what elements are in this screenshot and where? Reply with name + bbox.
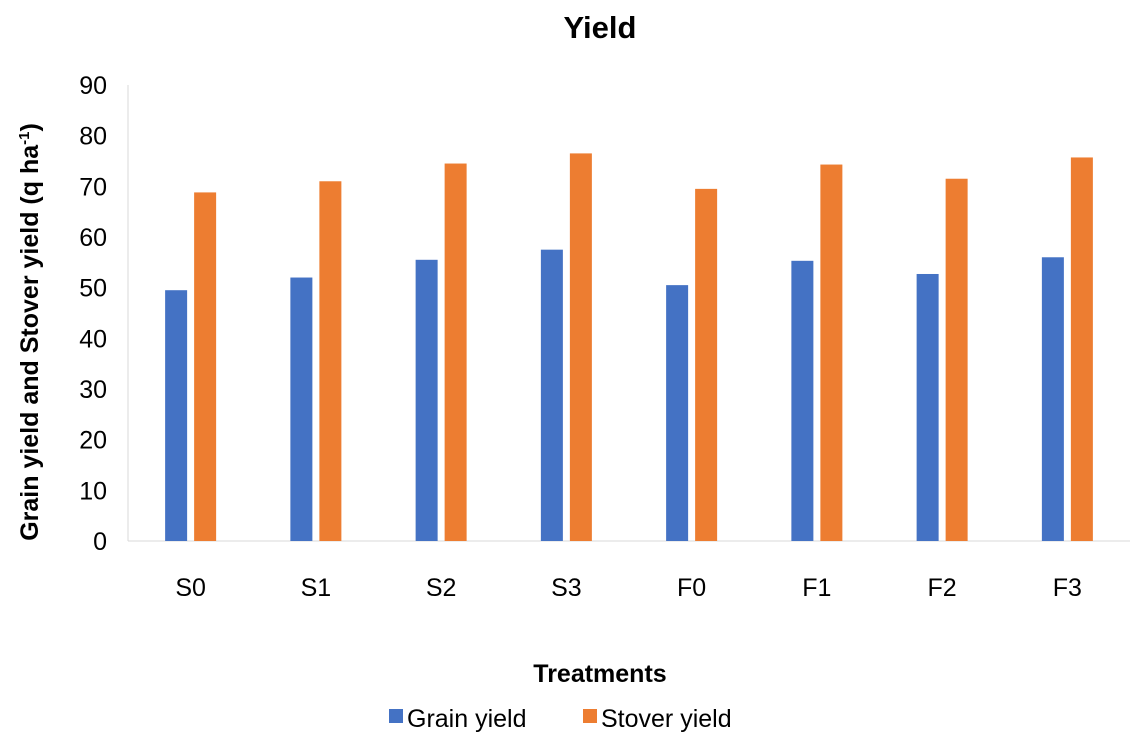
y-tick-label: 30 — [79, 376, 107, 404]
y-tick-label: 50 — [79, 275, 107, 303]
bar-stover-yield-f1 — [820, 164, 843, 541]
x-tick-label: F1 — [802, 574, 831, 602]
bar-grain-yield-s2 — [415, 259, 438, 541]
x-tick-label: F2 — [928, 574, 957, 602]
x-tick-label: S1 — [301, 574, 332, 602]
y-tick-label: 40 — [79, 325, 107, 353]
y-axis-title: Grain yield and Stover yield (q ha-1) — [16, 123, 44, 541]
y-tick-label: 80 — [79, 123, 107, 151]
y-tick-label: 90 — [79, 72, 107, 100]
bar-grain-yield-f1 — [791, 260, 814, 541]
x-tick-label: F0 — [677, 574, 706, 602]
legend-item-grain-yield: Grain yield — [389, 705, 527, 733]
x-tick-label: F3 — [1053, 574, 1082, 602]
y-tick-label: 0 — [93, 528, 107, 556]
y-tick-label: 70 — [79, 173, 107, 201]
bar-stover-yield-f3 — [1070, 157, 1093, 541]
y-tick-label: 20 — [79, 427, 107, 455]
x-axis-title: Treatments — [533, 660, 666, 688]
bar-grain-yield-s0 — [165, 290, 188, 541]
legend: Grain yield Stover yield — [389, 705, 732, 733]
bar-stover-yield-f0 — [695, 188, 718, 541]
bar-grain-yield-f2 — [916, 273, 939, 541]
bar-grain-yield-f0 — [666, 285, 689, 541]
bar-grain-yield-s3 — [540, 249, 563, 541]
legend-swatch — [389, 709, 403, 723]
x-tick-label: S0 — [175, 574, 206, 602]
x-axis-ticks: S0 S1 S2 S3 F0 F1 F2 F3 — [175, 574, 1082, 602]
bar-stover-yield-s1 — [319, 181, 342, 541]
chart-title: Yield — [564, 10, 637, 45]
legend-label: Grain yield — [407, 705, 527, 733]
bar-stover-yield-f2 — [945, 178, 968, 541]
bar-stover-yield-s3 — [569, 153, 592, 541]
bar-stover-yield-s2 — [444, 163, 467, 542]
x-tick-label: S3 — [551, 574, 582, 602]
y-axis-ticks: 0 10 20 30 40 50 60 70 80 90 — [79, 72, 107, 556]
legend-item-stover-yield: Stover yield — [583, 705, 732, 733]
y-tick-label: 10 — [79, 477, 107, 505]
x-tick-label: S2 — [426, 574, 457, 602]
y-tick-label: 60 — [79, 224, 107, 252]
legend-swatch — [583, 709, 597, 723]
legend-label: Stover yield — [601, 705, 732, 733]
bar-grain-yield-f3 — [1041, 257, 1064, 541]
bar-grain-yield-s1 — [290, 277, 313, 541]
bar-stover-yield-s0 — [194, 192, 217, 541]
bars-group — [165, 153, 1093, 542]
